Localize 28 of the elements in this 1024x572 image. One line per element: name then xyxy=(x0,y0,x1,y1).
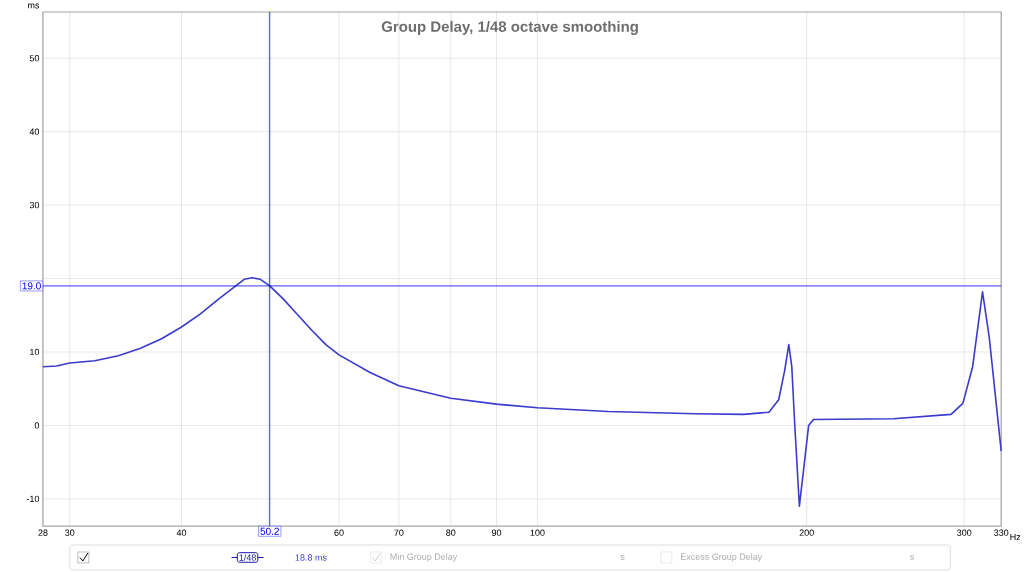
text: Excess Group Delay xyxy=(681,553,763,562)
x-tick-label: 300 xyxy=(957,529,972,536)
y-tick-label: 10 xyxy=(30,348,40,356)
x-tick-label: 28 xyxy=(38,529,48,536)
ref-line-label: 19.0 xyxy=(22,282,41,290)
y-tick-label: 50 xyxy=(29,55,40,62)
x-tick-label: 60 xyxy=(334,529,344,536)
x-tick-label: 40 xyxy=(176,529,187,536)
ref-line-label: 50.2 xyxy=(260,527,279,535)
x-tick-label: 90 xyxy=(491,529,502,536)
x-tick-label: 70 xyxy=(394,529,404,536)
x-tick-label: 200 xyxy=(799,529,814,536)
text: 18.8 ms xyxy=(295,554,327,561)
text: Group Delay, 1/48 octave smoothing xyxy=(381,20,638,35)
text: s xyxy=(910,555,915,560)
x-axis-title: Hz xyxy=(1010,533,1021,541)
y-tick-label: 30 xyxy=(29,201,40,209)
x-tick-label: 80 xyxy=(446,529,456,536)
x-tick-label: 30 xyxy=(65,529,75,536)
y-axis-title: ms xyxy=(28,3,40,9)
text: s xyxy=(620,555,625,560)
x-tick-label: 330 xyxy=(994,529,1009,536)
y-tick-label: 0 xyxy=(34,422,40,429)
text: Min Group Delay xyxy=(390,553,458,562)
y-tick-label: 40 xyxy=(29,128,40,135)
text: 1/48 xyxy=(239,554,256,561)
x-tick-label: 100 xyxy=(530,529,545,536)
y-tick-label: -10 xyxy=(26,495,40,503)
